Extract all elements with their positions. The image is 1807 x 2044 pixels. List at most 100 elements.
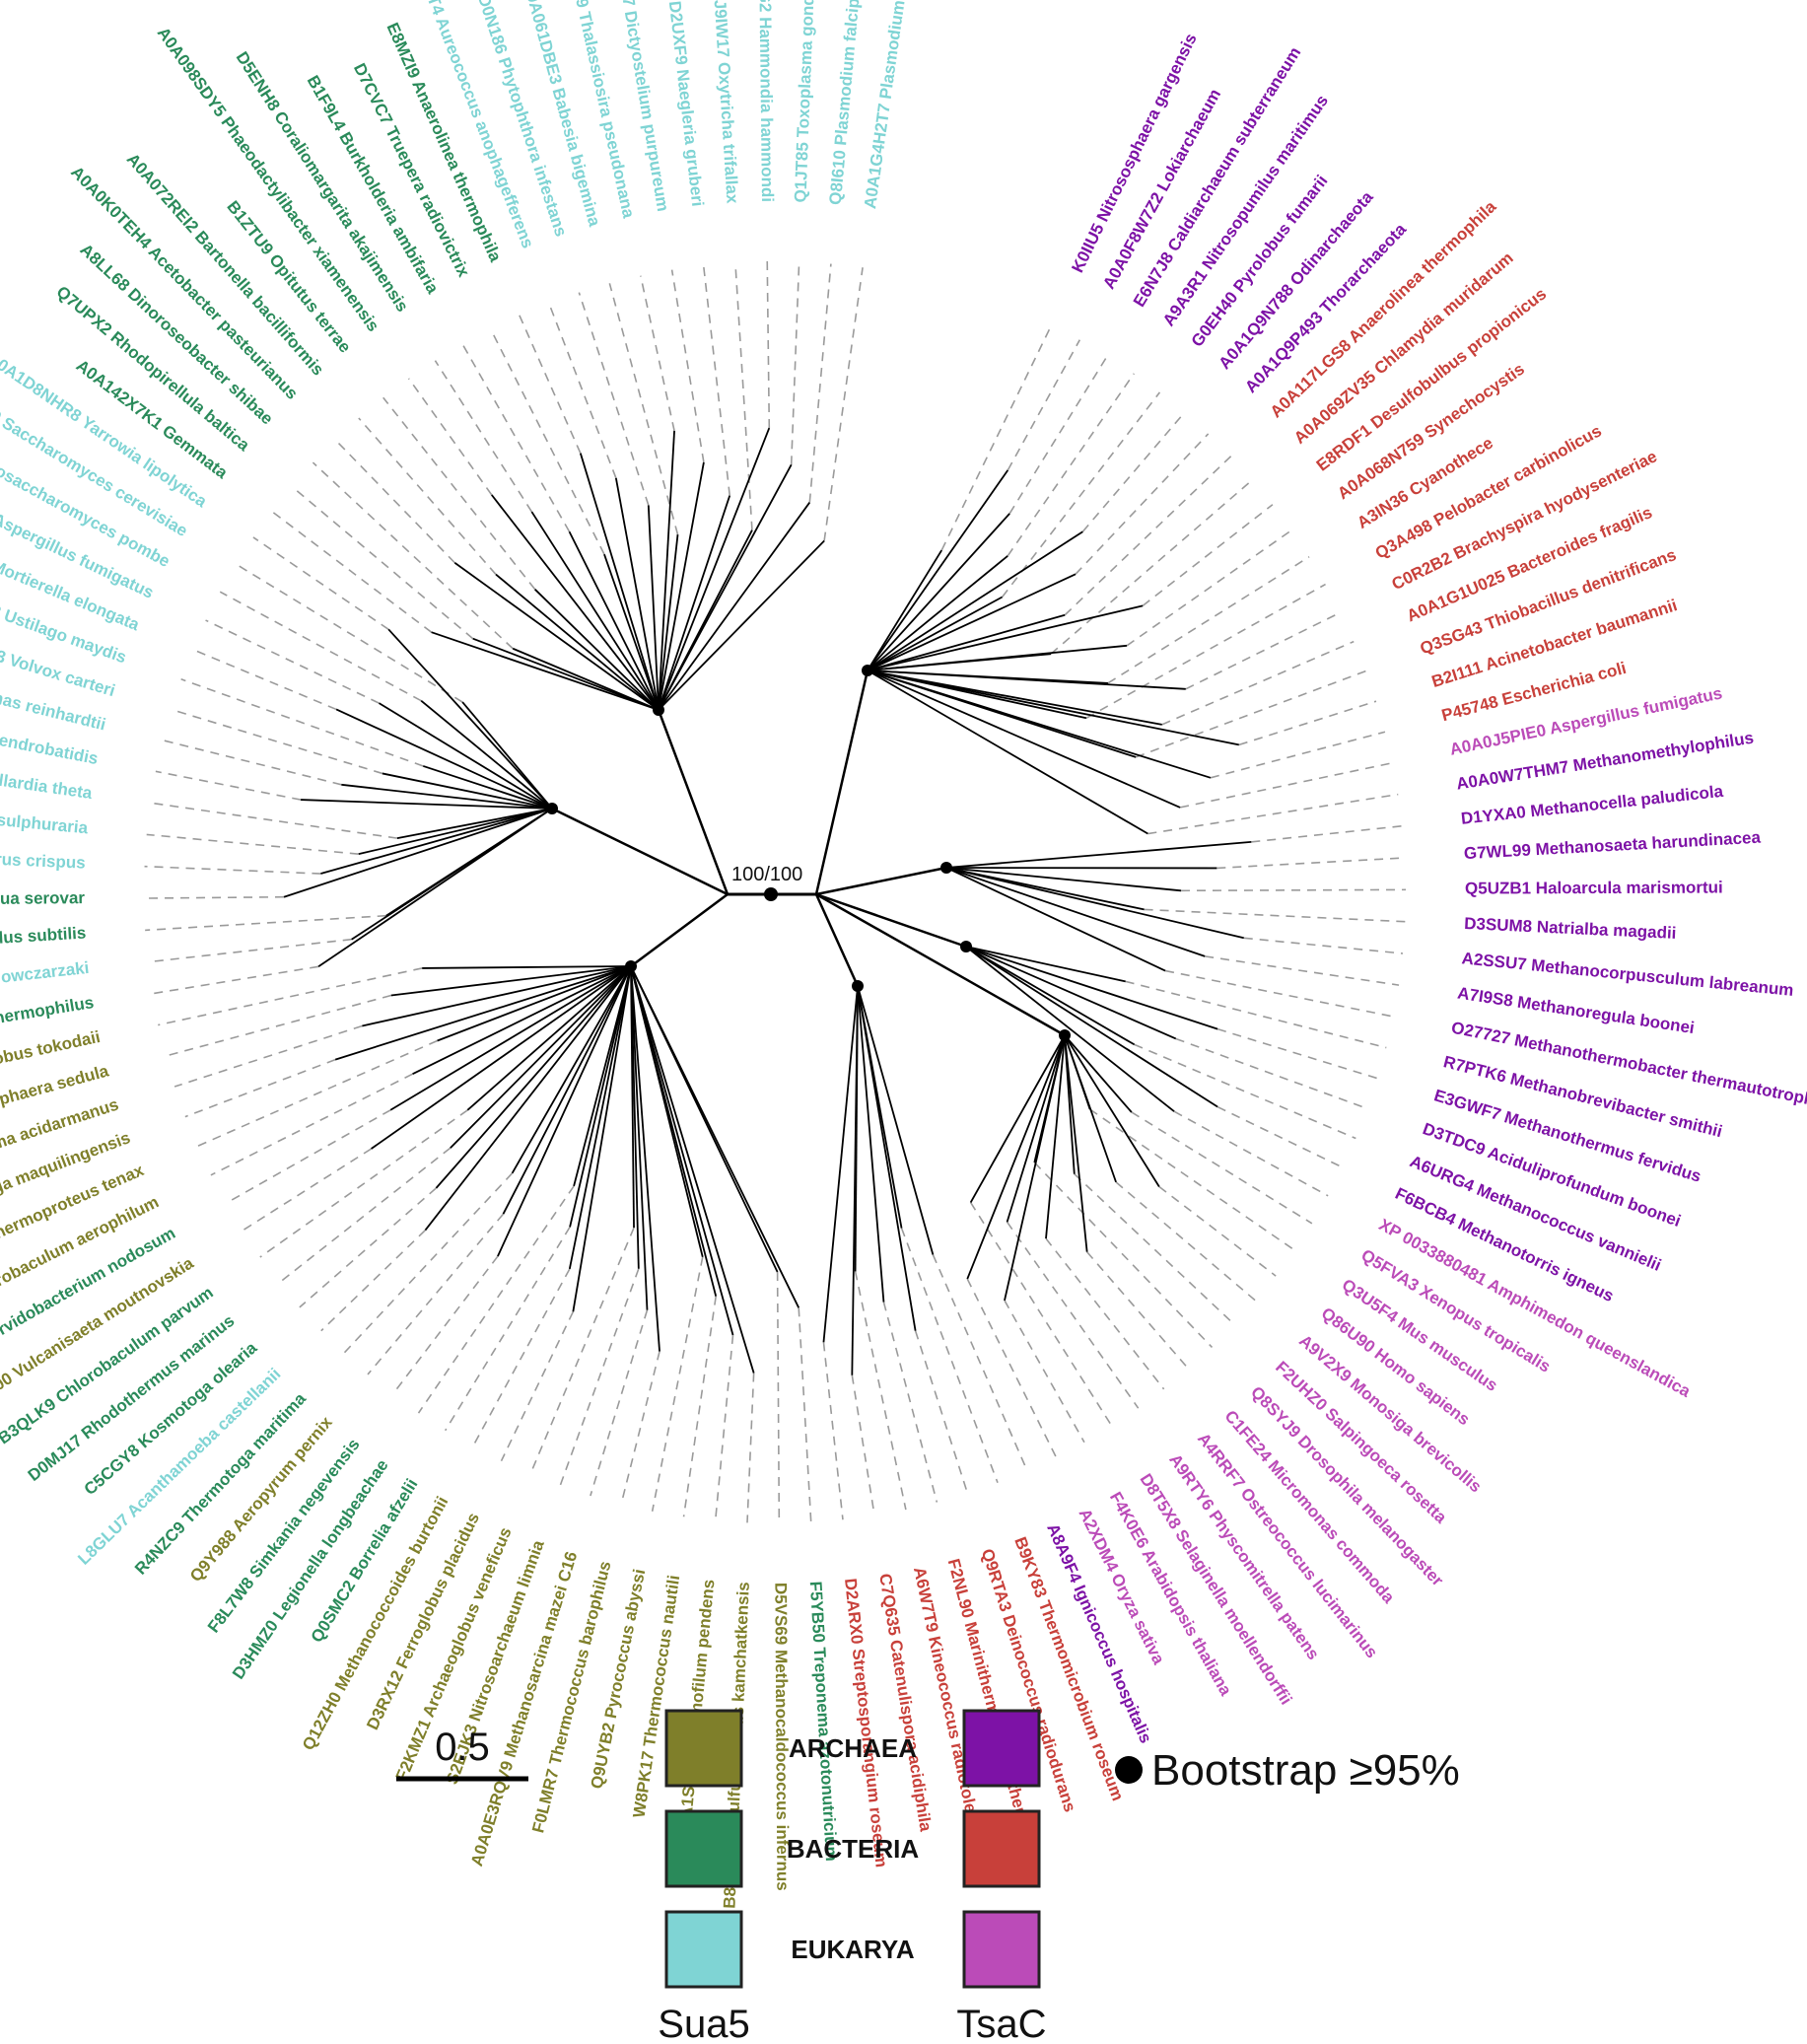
- leaf-branch: [1033, 1034, 1066, 1163]
- leaf-branch: [461, 701, 553, 810]
- leaf-branch: [389, 965, 632, 1111]
- clade-bootstrap-node: [960, 941, 972, 952]
- leaf-branch: [379, 702, 553, 810]
- leaf-branch: [867, 670, 1087, 720]
- leaf-guide: [145, 914, 386, 932]
- leaf-guide: [367, 1213, 505, 1375]
- leaf-guide: [1216, 1105, 1344, 1168]
- leaf-guide: [1075, 433, 1210, 575]
- leaf-branch: [435, 965, 632, 1189]
- clade-bootstrap-node: [653, 704, 664, 716]
- leaf-label: D2UXF9 Naegleria gruberi: [665, 0, 708, 207]
- leaf-branch: [854, 985, 859, 1272]
- leaf-guide: [1081, 411, 1186, 532]
- leaf-guide: [529, 1227, 635, 1475]
- leaf-branch: [630, 965, 734, 1336]
- leaf-guide: [1164, 969, 1394, 1018]
- clade-bootstrap-node: [940, 862, 952, 874]
- leaf-branch: [647, 505, 660, 711]
- clade-stem-branch: [657, 709, 730, 895]
- leaf-guide: [734, 262, 753, 530]
- leaf-guide: [150, 802, 398, 839]
- leaf-guide: [1131, 1111, 1313, 1225]
- leaf-branch: [472, 637, 660, 711]
- leaf-branch: [867, 670, 1137, 758]
- legend-swatch-bacteria-sua5: [664, 1809, 743, 1888]
- leaf-branch: [335, 708, 553, 810]
- leaf-branch: [390, 965, 632, 997]
- leaf-guide: [320, 1229, 427, 1332]
- leaf-guide: [670, 269, 705, 463]
- leaf-label: L1IT80 Guillardia theta: [0, 758, 94, 803]
- leaf-guide: [940, 324, 1053, 551]
- bootstrap-legend: Bootstrap ≥95%: [1115, 1746, 1460, 1795]
- leaf-guide: [1085, 583, 1326, 719]
- leaf-branch: [453, 562, 660, 711]
- leaf-label: XP 0033880481 Amphimedon queenslandica: [1376, 1215, 1695, 1401]
- leaf-branch: [396, 808, 553, 840]
- leaf-guide: [1185, 611, 1341, 690]
- leaf-guide: [180, 678, 424, 767]
- leaf-guide: [966, 1278, 1058, 1458]
- leaf-guide: [1216, 1027, 1378, 1080]
- leaf-branch: [867, 670, 1108, 684]
- leaf-guide: [620, 1351, 660, 1505]
- leaf-branch: [450, 965, 632, 1149]
- leaf-guide: [158, 967, 423, 1026]
- leaf-guide: [1243, 937, 1404, 954]
- leaf-guide: [1134, 1043, 1356, 1140]
- leaf-branch: [658, 495, 731, 711]
- leaf-branch: [371, 965, 632, 1150]
- legend-row-bacteria: BACTERIA: [787, 1834, 920, 1864]
- leaf-label: J9IW17 Oxytricha trifallax: [711, 0, 742, 204]
- leaf-guide: [144, 865, 321, 875]
- leaf-guide: [1045, 1237, 1165, 1390]
- leaf-branch: [867, 596, 1004, 671]
- leaf-guide: [299, 1187, 437, 1308]
- leaf-guide: [900, 1228, 999, 1484]
- leaf-guide: [608, 283, 679, 535]
- leaf-branch: [867, 653, 1052, 671]
- leaf-branch: [412, 965, 632, 1076]
- clade-stem-branch: [815, 892, 1066, 1037]
- leaf-branch: [466, 965, 632, 1111]
- leaf-guide: [1033, 1162, 1214, 1348]
- leaf-branch: [867, 530, 1083, 671]
- clade-bootstrap-node: [1059, 1029, 1071, 1041]
- leaf-guide: [1089, 1108, 1295, 1251]
- leaf-branch: [965, 946, 1175, 1112]
- leaf-guide: [682, 1296, 717, 1517]
- leaf-guide: [205, 619, 380, 704]
- leaf-branch: [614, 477, 660, 711]
- leaf-guide: [808, 263, 832, 503]
- leaf-guide: [417, 1185, 575, 1414]
- leaf-guide: [171, 708, 383, 775]
- leaf-branch: [568, 965, 632, 1270]
- leaf-guide: [1158, 1185, 1277, 1277]
- leaf-branch: [568, 530, 660, 711]
- bootstrap-legend-label: Bootstrap ≥95%: [1151, 1746, 1460, 1795]
- leaf-label: M2WPY0 Galdieria sulphuraria: [0, 797, 89, 838]
- tree-branches: [283, 427, 1252, 1375]
- leaf-guide: [152, 965, 319, 995]
- leaf-label: A0A074SYG2 Hammondia hammondi: [754, 0, 777, 202]
- leaf-guide: [1147, 793, 1399, 835]
- leaf-guide: [291, 485, 474, 640]
- leaf-branch: [573, 965, 632, 1187]
- leaf-guide: [489, 328, 605, 555]
- leaf-branch: [969, 1034, 1066, 1203]
- leaf-guide: [147, 938, 352, 963]
- leaf-label: F0LMR7 Thermococcus barophilus: [528, 1559, 614, 1834]
- leaf-guide: [1125, 980, 1387, 1049]
- leaf-branch: [630, 965, 800, 1308]
- root-bootstrap-node: [764, 887, 778, 901]
- leaf-guide: [1135, 670, 1366, 758]
- clade-stem-branch: [815, 866, 947, 896]
- leaf-branch: [945, 867, 1166, 972]
- leaf-guide: [184, 1058, 336, 1118]
- leaf-guide: [358, 417, 497, 576]
- root-support-label: 100/100: [731, 864, 802, 885]
- leaf-guide: [219, 591, 422, 702]
- leaf-label: D3SUM8 Natrialba magadii: [1464, 914, 1677, 943]
- leaf-branch: [867, 513, 1010, 671]
